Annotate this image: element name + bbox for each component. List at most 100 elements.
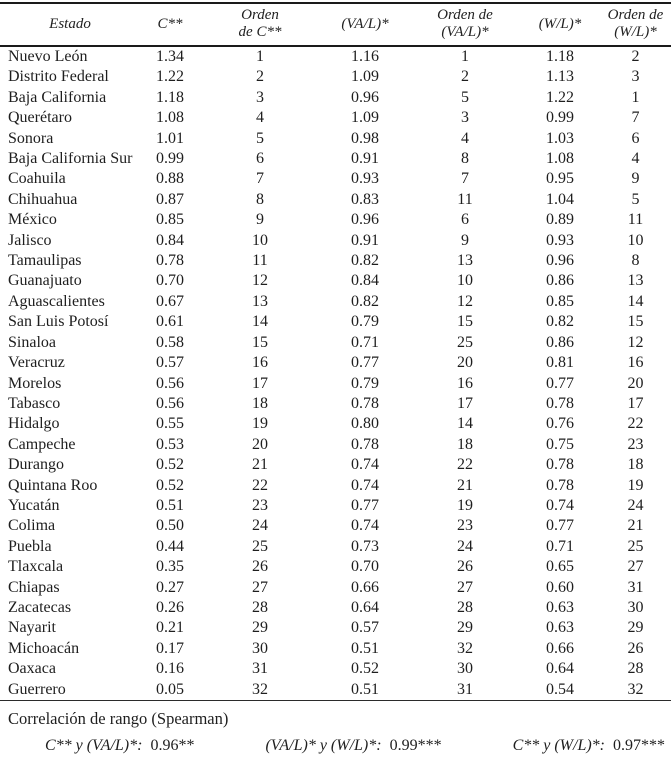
- value-cell: 18: [457, 435, 473, 453]
- value-cell: 7: [461, 170, 469, 188]
- value-cell: 1.22: [156, 68, 184, 86]
- table-row: Quintana Roo 0.52 22 0.74 21 0.78 19: [0, 476, 671, 496]
- spearman-title: Correlación de rango (Spearman): [8, 709, 229, 728]
- table-row: Baja California 1.18 3 0.96 5 1.22 1: [0, 88, 671, 108]
- table-row: Campeche 0.53 20 0.78 18 0.75 23: [0, 435, 671, 455]
- value-cell: 23: [457, 517, 473, 535]
- table-row: Morelos 0.56 17 0.79 16 0.77 20: [0, 374, 671, 394]
- table-row: Hidalgo 0.55 19 0.80 14 0.76 22: [0, 414, 671, 434]
- value-cell: 31: [457, 680, 473, 698]
- table-row: México 0.85 9 0.96 6 0.89 11: [0, 210, 671, 230]
- table-row: Tabasco 0.56 18 0.78 17 0.78 17: [0, 394, 671, 414]
- value-cell: 0.79: [351, 313, 379, 331]
- value-cell: 0.80: [351, 415, 379, 433]
- table-body: Nuevo León 1.34 1 1.16 1 1.18 2 Distrito Federa…: [0, 46, 671, 700]
- correlation-c-wl: C** y (W/L)*: 0.97***: [513, 735, 665, 757]
- state-name: Aguascalientes: [8, 292, 105, 310]
- value-cell: 0.86: [546, 272, 574, 290]
- value-cell: 14: [627, 292, 644, 310]
- value-cell: 6: [461, 211, 469, 229]
- table-row: Michoacán 0.17 30 0.51 32 0.66 26: [0, 639, 671, 659]
- value-cell: 27: [457, 578, 473, 596]
- table-row: Puebla 0.44 25 0.73 24 0.71 25: [0, 537, 671, 557]
- state-name: México: [8, 211, 57, 229]
- value-cell: 1.09: [351, 109, 379, 127]
- value-cell: 0.51: [351, 639, 379, 657]
- value-cell: 29: [252, 619, 268, 637]
- value-cell: 3: [256, 88, 264, 106]
- value-cell: 0.98: [351, 129, 379, 147]
- value-cell: 0.88: [156, 170, 184, 188]
- table-row: Veracruz 0.57 16 0.77 20 0.81 16: [0, 353, 671, 373]
- value-cell: 9: [461, 231, 469, 249]
- column-header-orden-c: Orden de C**: [200, 3, 320, 47]
- table-row: Sinaloa 0.58 15 0.71 25 0.86 12: [0, 333, 671, 353]
- value-cell: 23: [252, 496, 268, 514]
- value-cell: 29: [627, 619, 644, 637]
- value-cell: 32: [457, 639, 473, 657]
- value-cell: 1.18: [546, 48, 574, 65]
- value-cell: 0.91: [351, 150, 379, 168]
- table-row: Nuevo León 1.34 1 1.16 1 1.18 2: [0, 46, 671, 67]
- table-row: Colima 0.50 24 0.74 23 0.77 21: [0, 516, 671, 536]
- state-name: Nuevo León: [8, 48, 88, 65]
- column-header-orden-wl: Orden de (W/L)*: [600, 3, 671, 47]
- value-cell: 1.13: [546, 68, 574, 86]
- value-cell: 24: [252, 517, 268, 535]
- value-cell: 6: [631, 129, 640, 147]
- value-cell: 10: [252, 231, 268, 249]
- value-cell: 0.52: [351, 660, 379, 678]
- state-name: Hidalgo: [8, 415, 60, 433]
- value-cell: 3: [461, 109, 469, 127]
- state-name: Baja California Sur: [8, 150, 133, 168]
- state-name: Oaxaca: [8, 660, 56, 678]
- value-cell: 0.77: [351, 496, 379, 514]
- state-name: Jalisco: [8, 231, 52, 249]
- header-label: Orden de: [437, 7, 493, 23]
- value-cell: 1: [631, 88, 640, 106]
- value-cell: 27: [627, 558, 644, 576]
- table-row: Querétaro 1.08 4 1.09 3 0.99 7: [0, 108, 671, 128]
- value-cell: 5: [461, 88, 469, 106]
- state-name: Baja California: [8, 88, 107, 106]
- value-cell: 1.16: [351, 48, 379, 65]
- state-name: Guerrero: [8, 680, 66, 698]
- value-cell: 0.77: [546, 517, 574, 535]
- value-cell: 0.52: [156, 456, 184, 474]
- value-cell: 5: [631, 190, 640, 208]
- value-cell: 20: [457, 354, 473, 372]
- value-cell: 0.78: [546, 456, 574, 474]
- value-cell: 12: [252, 272, 268, 290]
- value-cell: 10: [457, 272, 473, 290]
- value-cell: 0.96: [546, 252, 574, 270]
- header-label: Orden: [241, 7, 279, 23]
- value-cell: 19: [252, 415, 268, 433]
- header-label: (VA/L)*: [441, 24, 489, 40]
- state-name: Puebla: [8, 537, 52, 555]
- value-cell: 16: [252, 354, 268, 372]
- value-cell: 1.01: [156, 129, 184, 147]
- value-cell: 17: [457, 394, 473, 412]
- value-cell: 28: [627, 660, 644, 678]
- value-cell: 0.73: [351, 537, 379, 555]
- value-cell: 0.55: [156, 415, 184, 433]
- state-name: Sinaloa: [8, 333, 56, 351]
- header-label: (W/L)*: [614, 24, 657, 40]
- state-name: Campeche: [8, 435, 76, 453]
- value-cell: 0.84: [156, 231, 184, 249]
- correlation-label: (VA/L)* y (W/L)*:: [265, 737, 382, 754]
- value-cell: 17: [627, 394, 644, 412]
- value-cell: 1.09: [351, 68, 379, 86]
- table-row: Guerrero 0.05 32 0.51 31 0.54 32: [0, 680, 671, 700]
- value-cell: 32: [627, 680, 644, 698]
- state-name: Morelos: [8, 374, 62, 392]
- correlation-label: C** y (VA/L)*:: [45, 737, 143, 754]
- value-cell: 22: [252, 476, 268, 494]
- value-cell: 32: [252, 680, 268, 698]
- state-name: Zacatecas: [8, 598, 72, 616]
- value-cell: 0.84: [351, 272, 379, 290]
- value-cell: 0.83: [351, 190, 379, 208]
- state-name: San Luis Potosí: [8, 313, 109, 331]
- value-cell: 0.78: [351, 394, 379, 412]
- value-cell: 0.05: [156, 680, 184, 698]
